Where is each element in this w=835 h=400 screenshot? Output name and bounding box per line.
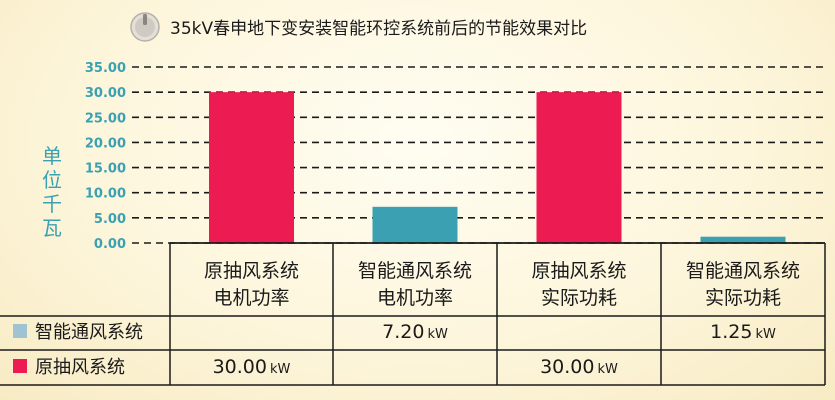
y-tick-label: 25.00 [85, 111, 126, 126]
y-axis-label-char: 位 [42, 168, 62, 192]
bar-group [209, 92, 786, 244]
bar [700, 236, 786, 243]
unit-label: kW [270, 362, 291, 377]
y-axis-label-char: 千 [42, 192, 62, 216]
legend-swatch [13, 324, 27, 338]
unit-label: kW [755, 327, 776, 342]
y-axis-ticks: 0.00 5.00 10.00 15.00 20.00 25.00 30.00 35.00 [85, 61, 126, 252]
y-tick-label: 15.00 [85, 162, 126, 177]
bar [209, 92, 294, 244]
category-label: 智能通风系统 [686, 260, 800, 282]
y-tick-label: 30.00 [85, 86, 126, 101]
y-tick-label: 10.00 [85, 187, 126, 202]
bar [372, 206, 458, 243]
table-cell-value: 30.00 kW [540, 356, 618, 378]
y-axis-label-char: 瓦 [42, 216, 62, 240]
category-label: 电机功率 [213, 287, 289, 309]
legend-label: 智能通风系统 [35, 322, 143, 343]
unit-label: kW [427, 327, 448, 342]
data-table: 原抽风系统电机功率智能通风系统电机功率原抽风系统实际功耗智能通风系统实际功耗智能… [0, 242, 826, 386]
y-tick-label: 5.00 [94, 212, 126, 227]
table-cell-value: 7.20 kW [382, 321, 448, 343]
y-tick-label: 0.00 [94, 237, 126, 252]
power-knob-icon [130, 12, 160, 42]
category-label: 原抽风系统 [204, 260, 299, 282]
table-cell-value: 30.00 kW [213, 356, 291, 378]
category-label: 实际功耗 [705, 287, 781, 309]
legend-swatch [13, 359, 27, 373]
category-label: 智能通风系统 [358, 260, 472, 282]
category-label: 电机功率 [377, 287, 453, 309]
y-axis-label-char: 单 [42, 144, 62, 168]
category-label: 实际功耗 [541, 287, 617, 309]
legend-label: 原抽风系统 [35, 357, 125, 378]
category-label: 原抽风系统 [531, 260, 626, 282]
unit-label: kW [598, 362, 619, 377]
y-tick-label: 20.00 [85, 136, 126, 151]
table-cell-value: 1.25 kW [710, 321, 776, 343]
bar [536, 92, 622, 244]
chart-title: 35kV春申地下变安装智能环控系统前后的节能效果对比 [170, 19, 587, 39]
y-tick-label: 35.00 [85, 61, 126, 76]
